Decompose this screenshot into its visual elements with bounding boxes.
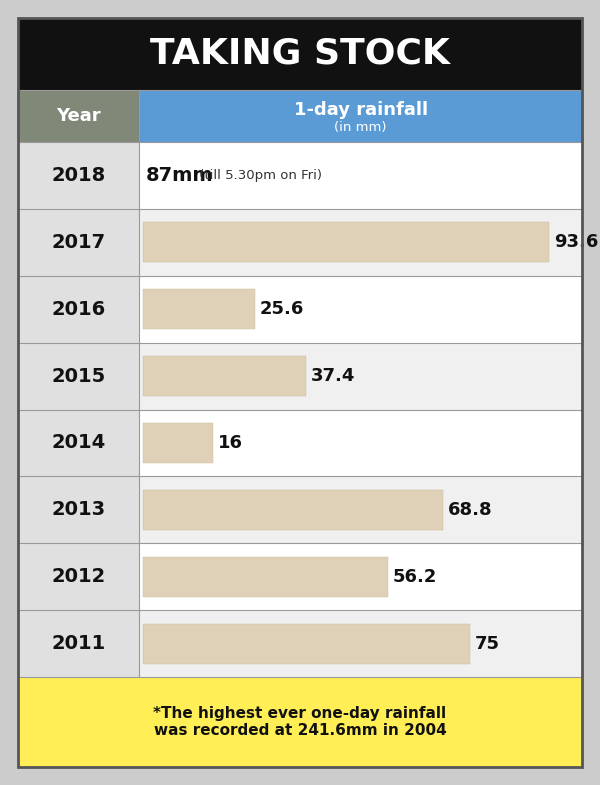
Text: (in mm): (in mm) bbox=[334, 121, 387, 134]
Bar bbox=[18, 142, 582, 209]
Bar bbox=[18, 142, 139, 209]
Bar bbox=[143, 356, 306, 396]
Bar bbox=[18, 18, 582, 90]
Bar bbox=[18, 342, 582, 410]
Text: 1-day rainfall: 1-day rainfall bbox=[293, 100, 428, 119]
Text: 2016: 2016 bbox=[52, 300, 106, 319]
Bar bbox=[18, 677, 582, 767]
Text: 87mm: 87mm bbox=[145, 166, 213, 185]
Bar bbox=[143, 222, 550, 262]
Text: (till 5.30pm on Fri): (till 5.30pm on Fri) bbox=[195, 169, 322, 182]
Bar bbox=[18, 410, 582, 476]
Text: 2012: 2012 bbox=[52, 568, 106, 586]
Bar bbox=[18, 209, 582, 276]
Text: TAKING STOCK: TAKING STOCK bbox=[150, 37, 450, 71]
Bar bbox=[18, 410, 139, 476]
Text: Year: Year bbox=[56, 107, 101, 125]
Bar bbox=[18, 276, 139, 342]
Bar bbox=[143, 289, 254, 329]
Bar bbox=[143, 423, 213, 463]
Bar bbox=[18, 209, 139, 276]
Text: 2011: 2011 bbox=[52, 634, 106, 653]
Bar bbox=[18, 543, 582, 610]
Bar bbox=[18, 90, 139, 142]
Bar bbox=[18, 342, 139, 410]
Text: 2015: 2015 bbox=[52, 367, 106, 385]
Bar bbox=[18, 476, 139, 543]
Text: 2017: 2017 bbox=[52, 233, 106, 252]
Bar bbox=[143, 623, 470, 663]
Text: 37.4: 37.4 bbox=[311, 367, 356, 385]
Bar bbox=[139, 90, 582, 142]
Text: 16: 16 bbox=[218, 434, 243, 452]
Bar bbox=[18, 476, 582, 543]
Text: 93.6: 93.6 bbox=[554, 233, 599, 251]
Text: 2013: 2013 bbox=[52, 500, 106, 520]
Bar bbox=[18, 543, 139, 610]
Bar bbox=[18, 276, 582, 342]
Text: 2014: 2014 bbox=[52, 433, 106, 452]
Text: 68.8: 68.8 bbox=[448, 501, 493, 519]
Text: 75: 75 bbox=[475, 634, 500, 652]
Bar bbox=[18, 610, 139, 677]
Text: *The highest ever one-day rainfall
was recorded at 241.6mm in 2004: *The highest ever one-day rainfall was r… bbox=[154, 706, 446, 738]
Text: 25.6: 25.6 bbox=[260, 300, 304, 318]
Text: 56.2: 56.2 bbox=[393, 568, 437, 586]
Text: 2018: 2018 bbox=[52, 166, 106, 185]
Bar bbox=[18, 610, 582, 677]
Bar bbox=[143, 557, 388, 597]
Bar bbox=[143, 490, 443, 530]
